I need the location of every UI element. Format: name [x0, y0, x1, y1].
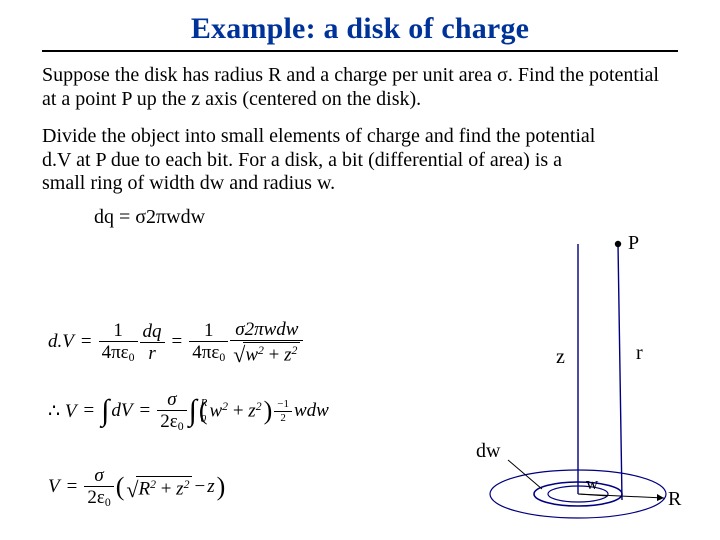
eq2-f-den-sub: 0	[178, 420, 184, 433]
equation-V-integral: ∴ V = ∫ dV = σ 2ε0 ∫0R ( w2 + z2 ) −1 2 …	[48, 390, 329, 433]
eq3-sqrt-b-sup: 2	[184, 478, 190, 491]
eq1-sqrt: √ w2 + z2	[233, 342, 300, 364]
eq1-frac3: 1 4πε0	[189, 321, 228, 364]
eq2-body-plus: +	[228, 401, 248, 422]
r-line	[618, 244, 622, 500]
eq2-body: w2 + z2	[209, 400, 261, 422]
equals-sign-2: =	[167, 331, 188, 353]
dq-equation: dq = σ2πwdw	[94, 206, 678, 229]
eq3-minus: −	[194, 476, 205, 498]
eq2-tail: wdw	[294, 400, 329, 422]
label-r: r	[636, 342, 643, 365]
eq1-sqrt-b-sup: 2	[292, 344, 298, 357]
label-P: P	[628, 232, 639, 255]
eq2-pre: ∴ V	[48, 400, 76, 423]
intro-paragraph: Suppose the disk has radius R and a char…	[42, 64, 678, 111]
method-paragraph: Divide the object into small elements of…	[42, 125, 602, 196]
eq1-f3-den-sub: 0	[219, 351, 225, 364]
eq1-f1-den: 4πε	[102, 342, 129, 363]
slide: Example: a disk of charge Suppose the di…	[0, 0, 720, 540]
eq2-f-num: σ	[157, 390, 186, 410]
eq1-f1-num: 1	[99, 321, 138, 341]
title-underline	[42, 50, 678, 52]
eq1-sqrt-plus: +	[264, 344, 284, 365]
equals-sign-4: =	[135, 400, 156, 422]
page-title: Example: a disk of charge	[42, 12, 678, 46]
eq2-exp-den: 2	[274, 411, 292, 424]
eq3-sqrt-plus: +	[156, 479, 176, 500]
eq1-f2-num: dq	[140, 322, 165, 342]
eq3-f-num: σ	[84, 466, 113, 486]
eq2-body-b: z	[248, 401, 255, 422]
eq1-f3-num: 1	[189, 321, 228, 341]
dw-leader-line	[508, 460, 542, 489]
eq1-f3-den: 4πε	[192, 342, 219, 363]
eq3-sqrt-b: z	[176, 479, 183, 500]
eq1-frac1: 1 4πε0	[99, 321, 138, 364]
eq3-f-den-sub: 0	[105, 496, 111, 509]
eq1-sqrt-a: w	[245, 344, 258, 365]
eq1-frac2: dq r	[140, 322, 165, 363]
eq2-body-a: w	[209, 401, 222, 422]
eq2-body-b-sup: 2	[256, 400, 262, 413]
eq2-frac: σ 2ε0	[157, 390, 186, 433]
eq3-lhs: V	[48, 476, 60, 498]
label-w: w	[586, 474, 598, 494]
eq3-sqrt-a: R	[138, 479, 150, 500]
eq1-f1-den-sub: 0	[129, 351, 135, 364]
eq2-exp: −1 2	[274, 399, 292, 424]
eq1-f4-num: σ2πwdw	[230, 320, 303, 340]
disk-diagram: P z r dw w R	[468, 238, 698, 538]
eq2-f-den: 2ε	[160, 411, 177, 432]
equation-dV: d.V = 1 4πε0 dq r = 1 4πε0 σ2πwdw √ w2	[48, 320, 303, 364]
label-R: R	[668, 488, 681, 511]
equals-sign-5: =	[62, 476, 83, 498]
eq1-f2-den: r	[140, 342, 165, 363]
equals-sign-3: =	[78, 400, 99, 422]
eq1-frac4: σ2πwdw √ w2 + z2	[230, 320, 303, 364]
label-z: z	[556, 346, 565, 369]
point-P-dot	[615, 241, 621, 247]
equation-V-result: V = σ 2ε0 ( √ R2 + z2 − z )	[48, 466, 225, 509]
eq3-sqrt: √ R2 + z2	[126, 476, 192, 498]
eq3-frac: σ 2ε0	[84, 466, 113, 509]
eq1-lhs: d.V	[48, 331, 74, 353]
eq3-f-den: 2ε	[87, 487, 104, 508]
equals-sign: =	[76, 331, 97, 353]
label-dw: dw	[476, 440, 500, 463]
eq2-dv: dV	[111, 400, 132, 422]
eq2-exp-num: −1	[274, 399, 292, 411]
diagram-svg	[468, 238, 698, 538]
eq1-sqrt-b: z	[284, 344, 291, 365]
eq3-z: z	[207, 476, 214, 498]
